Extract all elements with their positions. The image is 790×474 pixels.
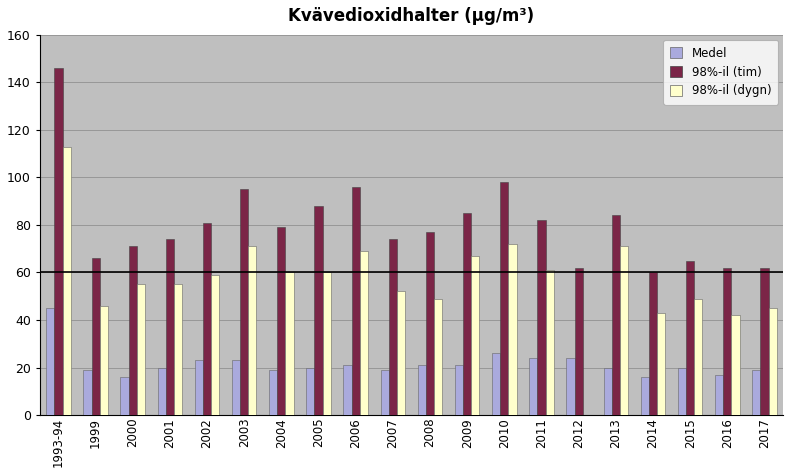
Title: Kvävedioxidhalter (µg/m³): Kvävedioxidhalter (µg/m³) xyxy=(288,7,535,25)
Bar xyxy=(248,246,257,415)
Bar xyxy=(158,367,166,415)
Bar xyxy=(546,270,554,415)
Bar xyxy=(678,367,686,415)
Bar xyxy=(359,251,368,415)
Bar xyxy=(732,315,739,415)
Bar xyxy=(649,273,657,415)
Bar xyxy=(566,358,574,415)
Bar xyxy=(121,377,129,415)
Bar xyxy=(344,365,352,415)
Bar xyxy=(46,308,55,415)
Bar xyxy=(322,273,331,415)
Bar xyxy=(137,284,145,415)
Bar xyxy=(285,273,294,415)
Bar xyxy=(211,275,220,415)
Bar xyxy=(381,370,389,415)
Bar xyxy=(269,370,277,415)
Legend: Medel, 98%-il (tim), 98%-il (dygn): Medel, 98%-il (tim), 98%-il (dygn) xyxy=(664,39,778,105)
Bar xyxy=(769,308,777,415)
Bar xyxy=(62,146,70,415)
Bar xyxy=(426,232,434,415)
Bar xyxy=(55,68,62,415)
Bar xyxy=(723,268,732,415)
Bar xyxy=(694,299,702,415)
Bar xyxy=(537,220,546,415)
Bar xyxy=(195,360,203,415)
Bar xyxy=(92,258,100,415)
Bar xyxy=(463,213,472,415)
Bar xyxy=(314,206,322,415)
Bar xyxy=(83,370,92,415)
Bar xyxy=(492,353,500,415)
Bar xyxy=(100,306,108,415)
Bar xyxy=(240,189,248,415)
Bar xyxy=(455,365,463,415)
Bar xyxy=(641,377,649,415)
Bar xyxy=(472,256,480,415)
Bar xyxy=(761,268,769,415)
Bar xyxy=(397,292,405,415)
Bar xyxy=(129,246,137,415)
Bar xyxy=(418,365,426,415)
Bar xyxy=(307,367,314,415)
Bar xyxy=(715,374,723,415)
Bar xyxy=(232,360,240,415)
Bar xyxy=(686,261,694,415)
Bar xyxy=(174,284,182,415)
Bar xyxy=(509,244,517,415)
Bar xyxy=(611,215,620,415)
Bar xyxy=(620,246,628,415)
Bar xyxy=(500,182,509,415)
Bar xyxy=(352,187,359,415)
Bar xyxy=(529,358,537,415)
Bar xyxy=(203,223,211,415)
Bar xyxy=(657,313,665,415)
Bar xyxy=(604,367,611,415)
Bar xyxy=(752,370,761,415)
Bar xyxy=(166,239,174,415)
Bar xyxy=(389,239,397,415)
Bar xyxy=(277,228,285,415)
Bar xyxy=(435,299,442,415)
Bar xyxy=(574,268,583,415)
